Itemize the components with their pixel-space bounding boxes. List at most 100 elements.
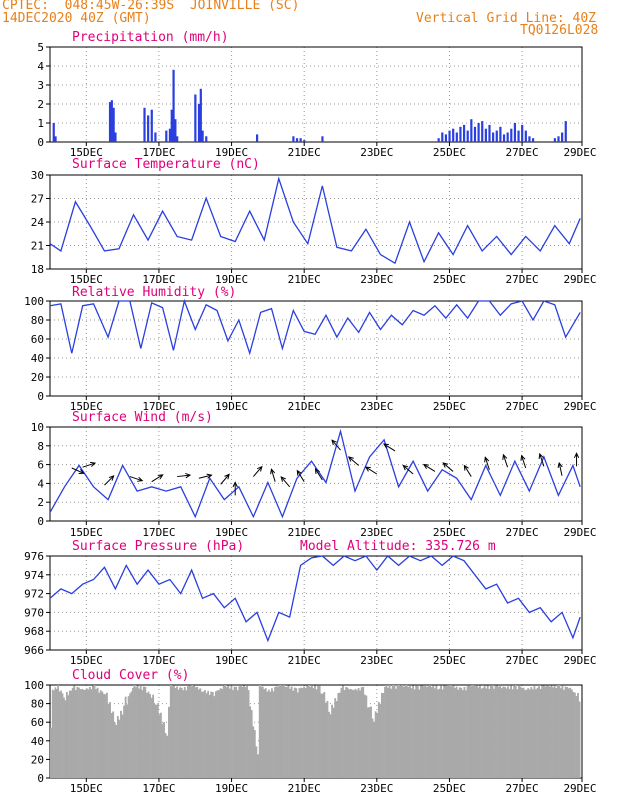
- pres-xtick-label: 25DEC: [433, 654, 466, 667]
- cloud-column: [307, 685, 310, 778]
- cloud-column: [510, 685, 513, 778]
- wind-vector-head: [224, 473, 230, 480]
- wind-vector: [129, 476, 143, 482]
- cloud-column: [182, 690, 185, 778]
- cloud-column: [153, 703, 156, 778]
- cloud-column: [370, 706, 372, 778]
- temp-xtick-label: 27DEC: [506, 273, 539, 286]
- precip-bar: [499, 126, 502, 142]
- precip-xtick-label: 25DEC: [433, 146, 466, 159]
- wind-vector-head: [573, 452, 580, 459]
- cloud-column: [418, 689, 421, 778]
- cloud-column: [315, 689, 318, 778]
- wind-vector-head: [232, 481, 238, 488]
- cloud-column: [349, 688, 352, 778]
- cloud-column: [398, 685, 400, 778]
- cloud-column: [258, 685, 261, 778]
- cloud-column: [376, 712, 379, 778]
- cloud-column: [447, 685, 450, 778]
- cloud-column: [292, 690, 295, 778]
- pres-ytick-label: 974: [24, 569, 44, 582]
- cloud-column: [107, 703, 110, 778]
- precip-bar: [165, 130, 168, 142]
- cloud-column: [451, 686, 453, 778]
- cloud-column: [235, 686, 238, 778]
- cloud-column: [147, 691, 150, 778]
- cloud-column: [127, 696, 130, 778]
- cloud-column: [348, 689, 351, 778]
- cloud-column: [54, 687, 57, 778]
- wind-vector: [198, 474, 212, 479]
- cloud-column: [544, 686, 547, 778]
- cloud-column: [199, 688, 202, 778]
- precip-bar: [521, 124, 524, 142]
- rh-xtick-label: 23DEC: [360, 400, 393, 413]
- cloud-column: [135, 687, 137, 778]
- wind-vector: [365, 466, 378, 475]
- cloud-column: [402, 686, 405, 778]
- cloud-column: [78, 687, 80, 778]
- cloud-column: [174, 688, 177, 778]
- precip-bar: [462, 124, 466, 142]
- precip-bar: [506, 132, 509, 142]
- precip-bar: [488, 124, 491, 142]
- cloud-column: [58, 691, 61, 778]
- cloud-column: [419, 685, 422, 778]
- cloud-column: [57, 685, 60, 778]
- precip-xtick-label: 23DEC: [360, 146, 393, 159]
- cloud-column: [183, 686, 186, 778]
- wind-vector: [296, 470, 305, 482]
- rh-xtick-label: 15DEC: [70, 400, 103, 413]
- precip-bar: [110, 100, 113, 142]
- cloud-column: [338, 692, 341, 778]
- header-grid-note: Vertical Grid Line: 40Z: [416, 11, 597, 26]
- precip-bar: [201, 130, 204, 142]
- cloud-column: [263, 689, 266, 778]
- cloud-column: [479, 685, 481, 778]
- cloud-column: [177, 689, 180, 778]
- cloud-column: [101, 691, 104, 778]
- precip-xtick-label: 17DEC: [142, 146, 175, 159]
- precip-bar: [473, 126, 477, 142]
- cloud-column: [435, 685, 438, 778]
- temp-xtick-label: 17DEC: [142, 273, 175, 286]
- wind-ytick-label: 4: [37, 477, 44, 490]
- precip-bar: [437, 138, 440, 142]
- wind-vector-head: [331, 439, 337, 446]
- rh-ytick-label: 0: [37, 390, 44, 403]
- precip-ytick-label: 0: [37, 136, 44, 149]
- cloud-column: [432, 685, 435, 778]
- wind-vector-head: [364, 466, 371, 472]
- precip-bar: [114, 132, 117, 142]
- cloud-ytick-label: 20: [31, 753, 44, 766]
- cloud-column: [224, 685, 227, 778]
- temp-xtick-label: 25DEC: [433, 273, 466, 286]
- cloud-column: [416, 685, 419, 778]
- cloud-column: [362, 686, 365, 778]
- precip-bar: [168, 128, 172, 142]
- cloud-column: [312, 688, 315, 778]
- precip-bar: [112, 107, 115, 142]
- cloud-column: [469, 686, 472, 778]
- cloud-column: [180, 687, 183, 778]
- cloud-column: [332, 707, 335, 778]
- cloud-column: [53, 690, 55, 778]
- pres-xtick-label: 19DEC: [215, 654, 248, 667]
- temp-frame: [49, 174, 583, 270]
- cloud-column: [443, 685, 446, 778]
- cloud-column: [391, 685, 394, 778]
- cloud-column: [468, 685, 470, 778]
- cloud-column: [427, 685, 430, 778]
- cloud-column: [191, 685, 194, 778]
- cloud-column: [429, 685, 432, 778]
- cloud-column: [278, 685, 281, 778]
- cloud-column: [196, 686, 199, 778]
- cloud-column: [507, 686, 509, 778]
- cloud-column: [171, 686, 174, 778]
- cloud-column: [145, 692, 148, 778]
- precip-bar: [492, 132, 495, 142]
- cloud-column: [303, 686, 306, 778]
- wind-vector-head: [185, 472, 192, 479]
- cloud-column: [267, 689, 270, 778]
- temp-title: Surface Temperature (nC): [72, 157, 260, 172]
